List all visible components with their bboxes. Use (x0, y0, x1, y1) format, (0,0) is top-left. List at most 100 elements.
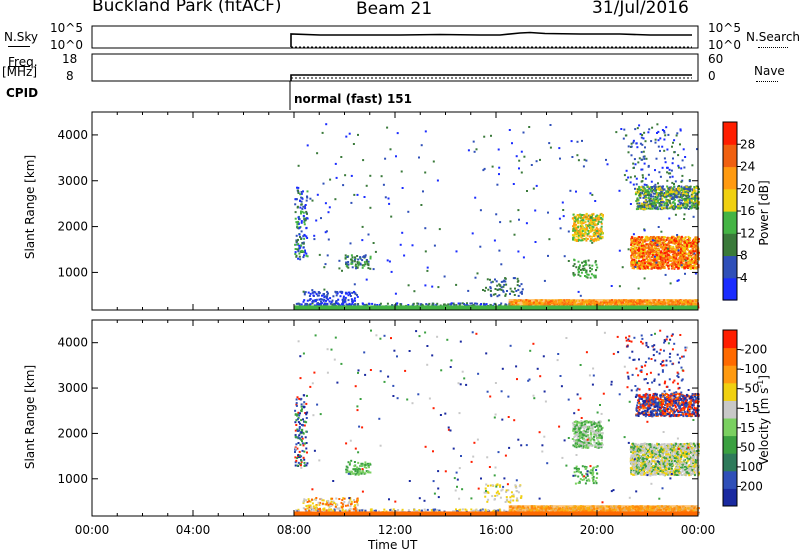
scatter-speck-10 (657, 182, 659, 185)
scatter-speck-3 (654, 189, 656, 192)
scatter-speck-4 (577, 236, 580, 239)
scatter-speck-3 (637, 188, 639, 191)
scatter-speck-2 (632, 250, 635, 253)
scatter-speck-11 (664, 134, 667, 137)
scatter-speck-3 (639, 191, 641, 194)
scatter-speck-11 (659, 175, 662, 178)
scatter-speck-2 (674, 249, 677, 252)
scatter-speck-3 (672, 208, 675, 211)
scatter-speck-5 (296, 205, 299, 208)
scatter-speck-11 (671, 175, 674, 178)
scatter-speck-3 (678, 190, 681, 192)
scatter-speck-3 (694, 206, 696, 209)
scatter-speck-3 (672, 206, 675, 209)
scatter-speck-2 (695, 249, 698, 251)
scatter-speck-7 (353, 304, 356, 306)
scatter-speck-3 (693, 200, 696, 203)
scatter-speck-11 (681, 159, 684, 162)
scatter-speck-4 (584, 231, 587, 234)
scatter-speck-2 (668, 251, 671, 254)
scatter-speck-7 (345, 303, 348, 306)
scatter-speck-10 (321, 131, 324, 134)
scatter-speck-3 (675, 188, 678, 191)
scatter-speck-3 (651, 205, 654, 208)
scatter-speck-2 (666, 237, 669, 240)
scatter-speck-10 (673, 139, 676, 142)
scatter-speck-2 (643, 252, 646, 255)
scatter-speck-3 (689, 200, 692, 203)
scatter-speck-7 (353, 297, 356, 300)
scatter-speck-3 (644, 208, 647, 211)
scatter-speck-7 (317, 291, 320, 294)
scatter-speck-11 (669, 172, 672, 175)
scatter-speck-9 (489, 278, 491, 281)
scatter-speck-1 (371, 302, 374, 305)
scatter-speck-5 (306, 217, 309, 220)
scatter-speck-7 (325, 303, 328, 306)
scatter-speck-2 (639, 241, 642, 244)
scatter-speck-4 (574, 227, 577, 230)
scatter-speck-3 (685, 201, 688, 204)
scatter-speck-2 (633, 255, 636, 258)
scatter-speck-2 (637, 254, 640, 257)
scatter-speck-1 (396, 302, 399, 305)
scatter-speck-3 (654, 204, 657, 207)
scatter-speck-3 (636, 198, 639, 201)
scatter-speck-7 (349, 295, 352, 297)
scatter-speck-2 (691, 261, 694, 264)
scatter-speck-3 (670, 197, 673, 200)
scatter-speck-3 (691, 188, 694, 191)
scatter-speck-2 (666, 253, 669, 256)
scatter-speck-2 (661, 236, 663, 239)
scatter-speck-11 (636, 146, 639, 149)
scatter-speck-2 (653, 250, 656, 253)
scatter-speck-2 (641, 265, 644, 267)
scatter-speck-8 (581, 267, 584, 270)
scatter-speck-8 (593, 276, 596, 279)
scatter-speck-10 (401, 187, 404, 189)
scatter-speck-1 (379, 302, 382, 305)
scatter-speck-8 (587, 273, 590, 276)
scatter-speck-2 (641, 255, 644, 258)
scatter-speck-2 (638, 243, 641, 246)
scatter-speck-4 (597, 220, 600, 223)
scatter-speck-4 (585, 218, 588, 221)
scatter-speck-2 (664, 245, 667, 248)
scatter-speck-2 (663, 266, 666, 269)
scatter-speck-9 (498, 288, 501, 291)
scatter-speck-10 (512, 277, 515, 280)
scatter-speck-3 (655, 193, 658, 196)
scatter-speck-8 (579, 264, 581, 267)
scatter-speck-3 (690, 207, 693, 210)
scatter-speck-10 (356, 193, 359, 196)
scatter-speck-2 (672, 235, 675, 238)
scatter-speck-10 (693, 252, 696, 255)
scatter-speck-9 (505, 283, 508, 286)
scatter-speck-1 (295, 302, 298, 305)
scatter-speck-2 (640, 250, 643, 253)
scatter-speck-3 (668, 201, 671, 204)
scatter-speck-2 (693, 256, 696, 258)
scatter-speck-10 (475, 148, 478, 151)
scatter-speck-2 (694, 250, 697, 253)
scatter-speck-6 (353, 260, 356, 263)
scatter-speck-5 (302, 250, 305, 253)
scatter-speck-3 (689, 185, 692, 188)
scatter-speck-2 (660, 239, 662, 242)
scatter-speck-10 (357, 133, 359, 136)
scatter-speck-10 (324, 231, 327, 234)
scatter-speck-2 (682, 240, 685, 243)
scatter-speck-10 (322, 182, 325, 185)
scatter-speck-11 (661, 166, 664, 169)
scatter-speck-3 (674, 193, 677, 196)
scatter-speck-6 (357, 264, 360, 267)
scatter-speck-2 (679, 237, 682, 240)
scatter-speck-3 (693, 191, 696, 194)
scatter-speck-1 (464, 304, 467, 307)
scatter-speck-2 (685, 263, 688, 265)
scatter-speck-10 (328, 206, 331, 209)
scatter-speck-10 (548, 238, 551, 241)
scatter-speck-2 (681, 244, 684, 247)
scatter-speck-2 (641, 243, 644, 245)
scatter-speck-5 (297, 257, 300, 260)
